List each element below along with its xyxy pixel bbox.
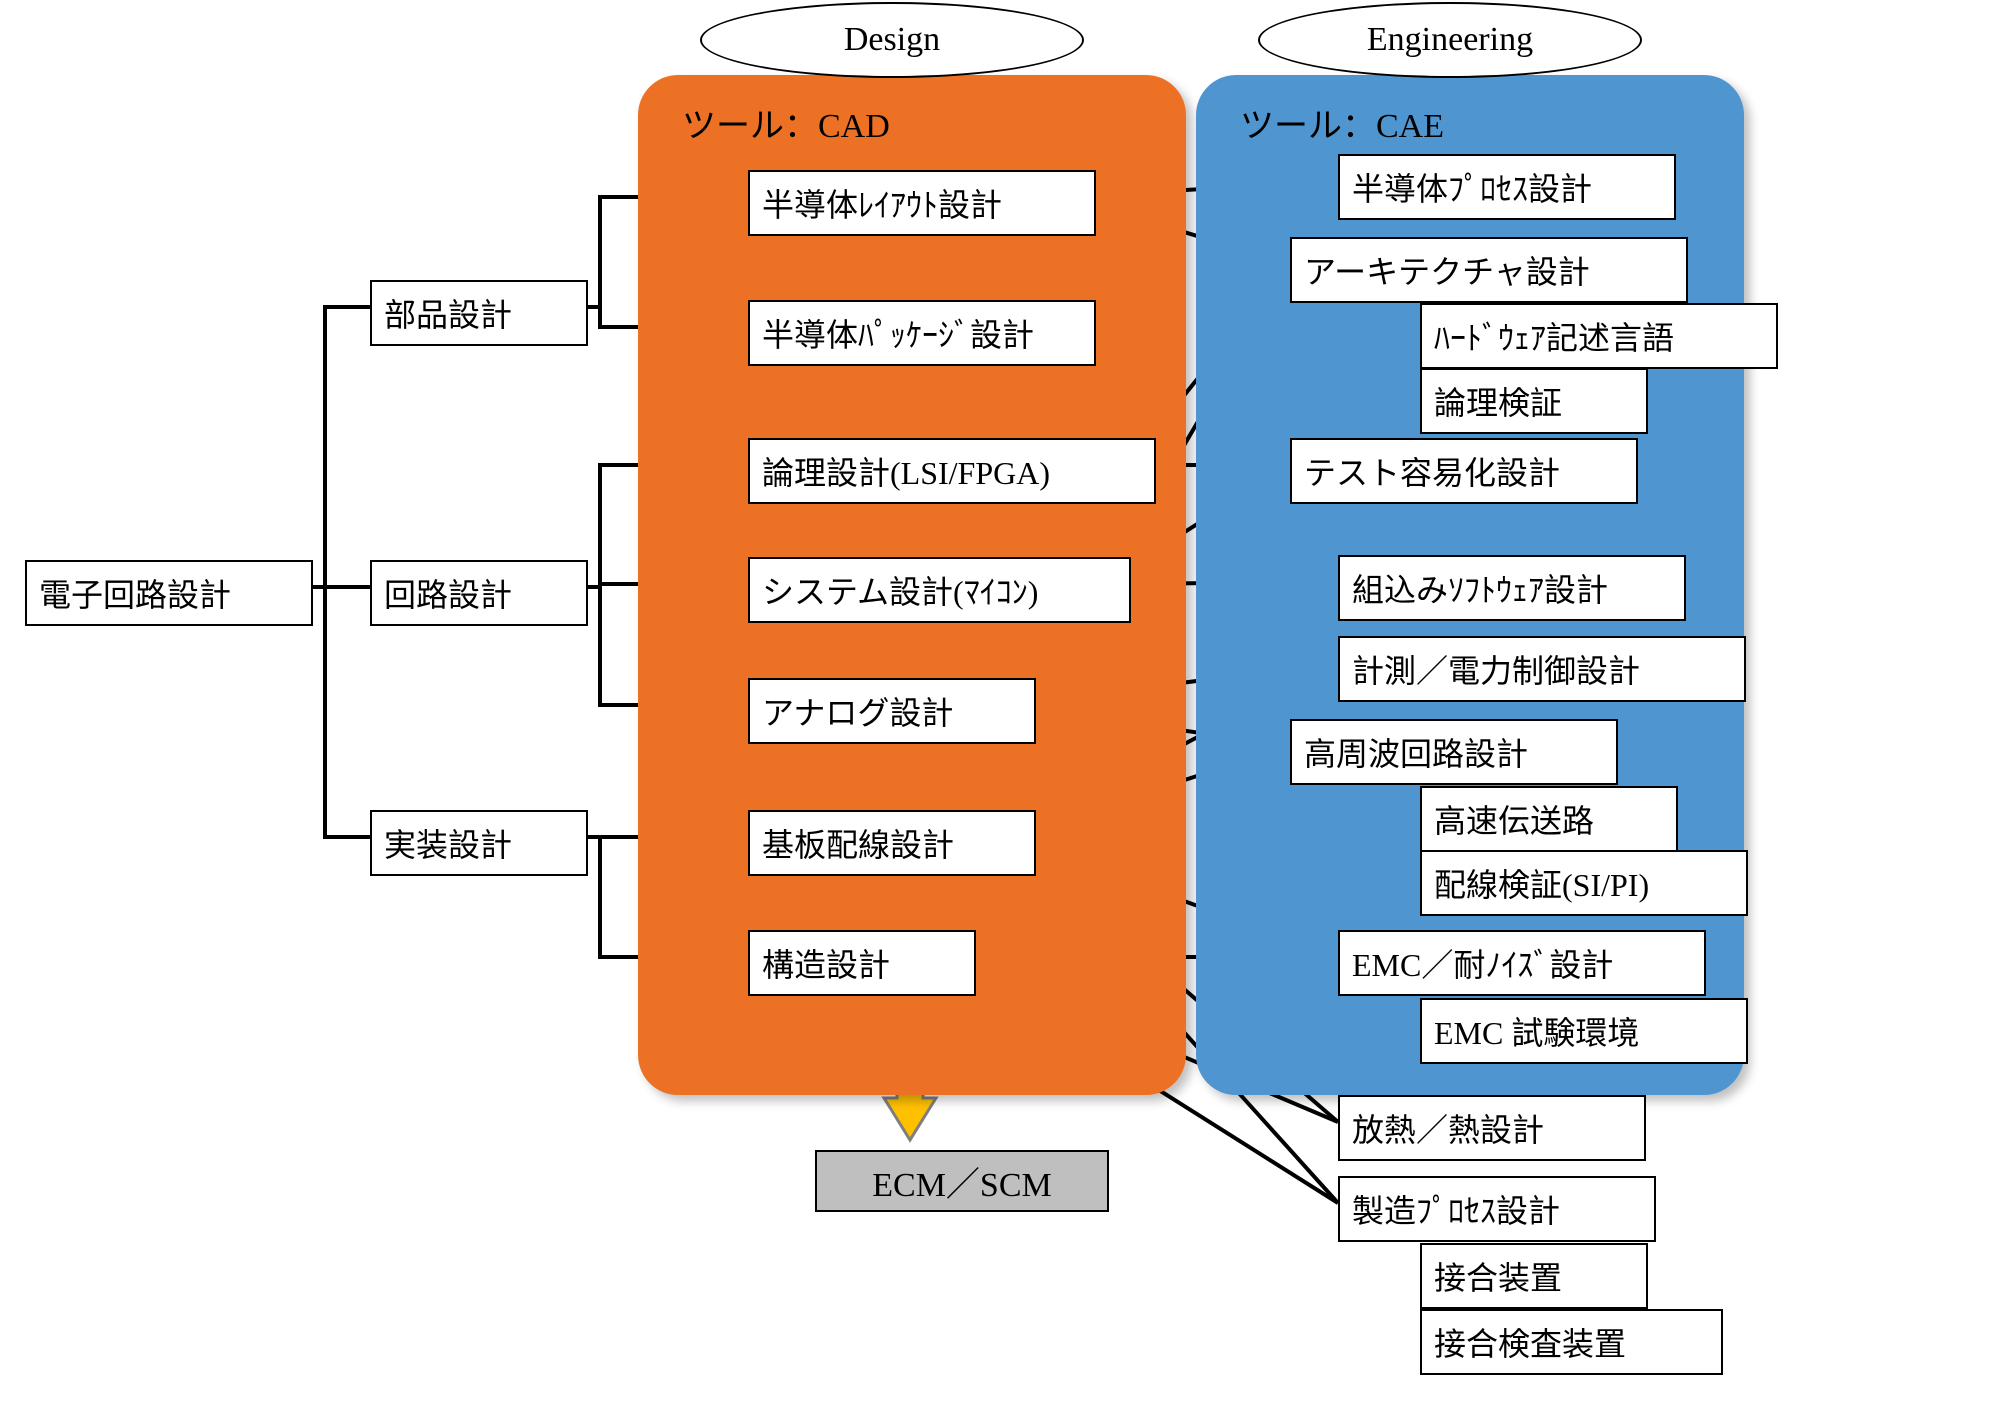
node-d7: 構造設計: [748, 930, 976, 996]
node-e4: 組込みｿﾌﾄｳｪｱ設計: [1338, 555, 1686, 621]
node-root: 電子回路設計: [25, 560, 313, 626]
node-e2: アーキテクチャ設計: [1290, 237, 1688, 303]
engineering-tool-label: ツール：CAE: [1240, 98, 1444, 147]
node-e9a: 接合装置: [1420, 1243, 1648, 1309]
node-e5: 計測／電力制御設計: [1338, 636, 1746, 702]
node-e2b: 論理検証: [1420, 368, 1648, 434]
node-d4: システム設計(ﾏｲｺﾝ): [748, 557, 1131, 623]
node-e6: 高周波回路設計: [1290, 719, 1618, 785]
node-e8: 放熱／熱設計: [1338, 1095, 1646, 1161]
node-e6b: 配線検証(SI/PI): [1420, 850, 1748, 916]
node-e1: 半導体ﾌﾟﾛｾｽ設計: [1338, 154, 1676, 220]
node-e7a: EMC 試験環境: [1420, 998, 1748, 1064]
node-e9: 製造ﾌﾟﾛｾｽ設計: [1338, 1176, 1656, 1242]
node-l1c: 実装設計: [370, 810, 588, 876]
ecm-scm-box: ECM／SCM: [815, 1150, 1109, 1212]
node-e9b: 接合検査装置: [1420, 1309, 1723, 1375]
diagram-canvas: Design ツール：CAD Engineering ツール：CAE 電子回路設計 部品設…: [0, 0, 2007, 1427]
design-header-ellipse: Design: [700, 2, 1084, 78]
node-d6: 基板配線設計: [748, 810, 1036, 876]
engineering-header-ellipse: Engineering: [1258, 2, 1642, 78]
node-d3: 論理設計(LSI/FPGA): [748, 438, 1156, 504]
node-l1a: 部品設計: [370, 280, 588, 346]
node-e6a: 高速伝送路: [1420, 786, 1678, 852]
node-d2: 半導体ﾊﾟｯｹｰｼﾞ設計: [748, 300, 1096, 366]
node-e2a: ﾊｰﾄﾞｳｪｱ記述言語: [1420, 303, 1778, 369]
node-l1b: 回路設計: [370, 560, 588, 626]
design-tool-label: ツール：CAD: [682, 98, 890, 147]
node-e3: テスト容易化設計: [1290, 438, 1638, 504]
node-d1: 半導体ﾚｲｱｳﾄ設計: [748, 170, 1096, 236]
node-e7: EMC／耐ﾉｲｽﾞ設計: [1338, 930, 1706, 996]
node-d5: アナログ設計: [748, 678, 1036, 744]
